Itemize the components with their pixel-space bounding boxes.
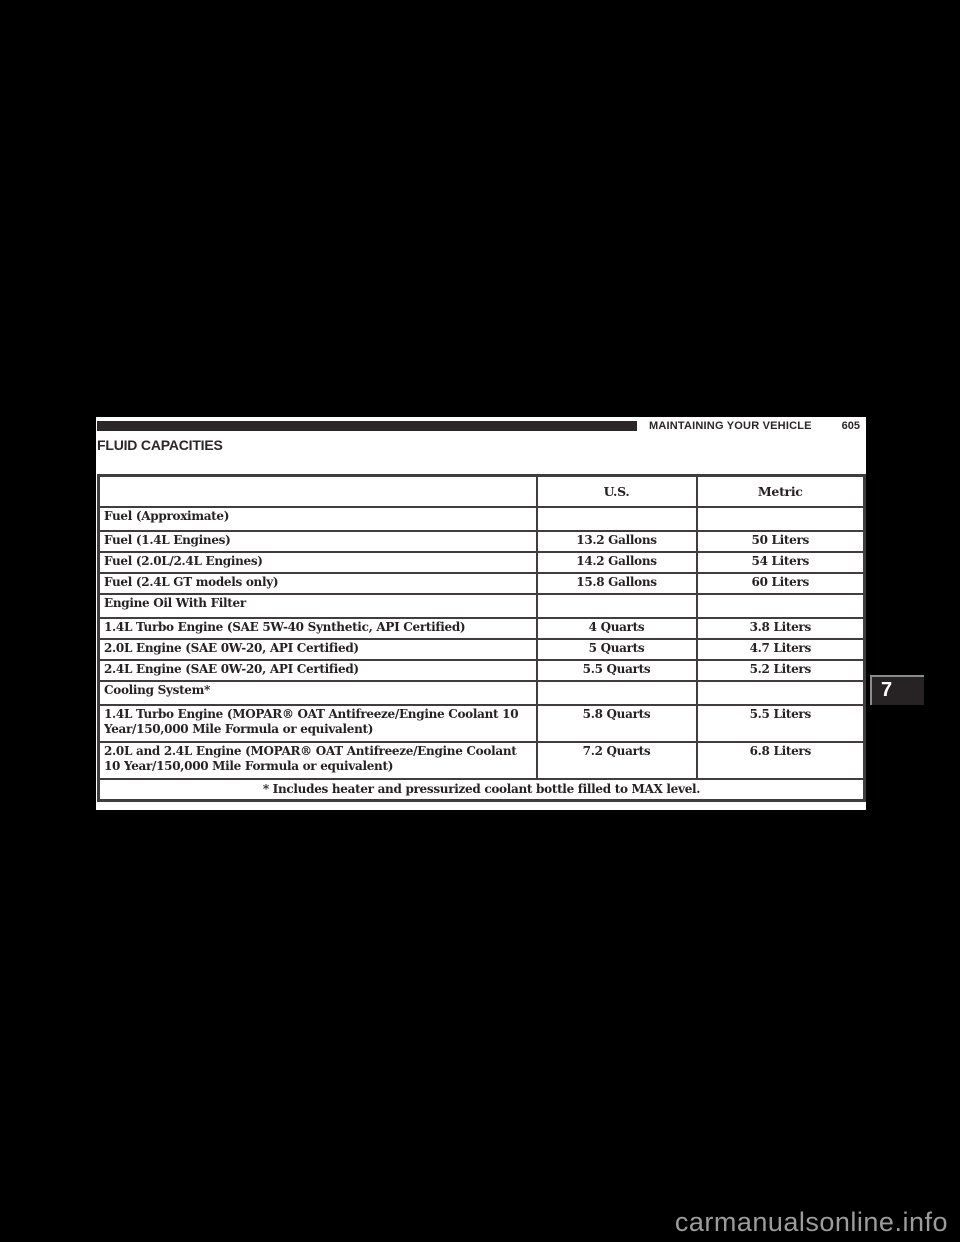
table-row: Fuel (2.0L/2.4L Engines) 14.2 Gallons 54… bbox=[97, 551, 866, 574]
manual-page: MAINTAINING YOUR VEHICLE 605 FLUID CAPAC… bbox=[96, 417, 866, 810]
row-us-value: 15.8 Gallons bbox=[535, 572, 698, 595]
row-label: 2.4L Engine (SAE 0W-20, API Certified) bbox=[97, 659, 538, 682]
row-metric-value bbox=[695, 680, 866, 706]
row-us-value: 14.2 Gallons bbox=[535, 551, 698, 574]
row-label: Cooling System* bbox=[97, 680, 538, 706]
chapter-header: MAINTAINING YOUR VEHICLE 605 bbox=[97, 419, 862, 433]
watermark: carmanualsonline.info bbox=[674, 1207, 948, 1237]
table-header-us: U.S. bbox=[535, 474, 698, 508]
page-number: 605 bbox=[841, 420, 860, 432]
row-label: 2.0L and 2.4L Engine (MOPAR® OAT Antifre… bbox=[97, 741, 538, 780]
chapter-header-rule bbox=[97, 421, 637, 431]
table-footnote: * Includes heater and pressurized coolan… bbox=[97, 778, 866, 802]
table-row: 1.4L Turbo Engine (MOPAR® OAT Antifreeze… bbox=[97, 704, 866, 743]
row-metric-value: 4.7 Liters bbox=[695, 638, 866, 661]
row-metric-value: 6.8 Liters bbox=[695, 741, 866, 780]
table-row: Fuel (1.4L Engines) 13.2 Gallons 50 Lite… bbox=[97, 530, 866, 553]
row-label: Fuel (2.0L/2.4L Engines) bbox=[97, 551, 538, 574]
table-row: Fuel (Approximate) bbox=[97, 506, 866, 532]
row-us-value: 7.2 Quarts bbox=[535, 741, 698, 780]
row-metric-value: 60 Liters bbox=[695, 572, 866, 595]
table-row: 1.4L Turbo Engine (SAE 5W-40 Synthetic, … bbox=[97, 617, 866, 640]
row-us-value bbox=[535, 506, 698, 532]
row-label: Engine Oil With Filter bbox=[97, 593, 538, 619]
row-us-value: 5.5 Quarts bbox=[535, 659, 698, 682]
row-us-value: 5.8 Quarts bbox=[535, 704, 698, 743]
row-metric-value: 5.2 Liters bbox=[695, 659, 866, 682]
table-header-description bbox=[97, 474, 538, 508]
table-header-row: U.S. Metric bbox=[97, 474, 866, 508]
row-us-value: 4 Quarts bbox=[535, 617, 698, 640]
row-label: Fuel (Approximate) bbox=[97, 506, 538, 532]
row-us-value bbox=[535, 680, 698, 706]
row-us-value: 13.2 Gallons bbox=[535, 530, 698, 553]
row-label: Fuel (2.4L GT models only) bbox=[97, 572, 538, 595]
row-label: 2.0L Engine (SAE 0W-20, API Certified) bbox=[97, 638, 538, 661]
row-metric-value bbox=[695, 593, 866, 619]
row-metric-value: 54 Liters bbox=[695, 551, 866, 574]
row-label: 1.4L Turbo Engine (MOPAR® OAT Antifreeze… bbox=[97, 704, 538, 743]
fluid-capacities-table: U.S. Metric Fuel (Approximate) Fuel (1.4… bbox=[97, 474, 866, 802]
table-row: Cooling System* bbox=[97, 680, 866, 706]
table-row: 2.0L Engine (SAE 0W-20, API Certified) 5… bbox=[97, 638, 866, 661]
row-label: Fuel (1.4L Engines) bbox=[97, 530, 538, 553]
table-header-metric: Metric bbox=[695, 474, 866, 508]
row-us-value: 5 Quarts bbox=[535, 638, 698, 661]
table-footnote-row: * Includes heater and pressurized coolan… bbox=[97, 778, 866, 802]
table-row: 2.4L Engine (SAE 0W-20, API Certified) 5… bbox=[97, 659, 866, 682]
table-row: Engine Oil With Filter bbox=[97, 593, 866, 619]
row-metric-value: 5.5 Liters bbox=[695, 704, 866, 743]
chapter-title: MAINTAINING YOUR VEHICLE bbox=[649, 420, 812, 432]
chapter-tab: 7 bbox=[870, 675, 924, 705]
row-metric-value bbox=[695, 506, 866, 532]
table-row: 2.0L and 2.4L Engine (MOPAR® OAT Antifre… bbox=[97, 741, 866, 780]
row-metric-value: 3.8 Liters bbox=[695, 617, 866, 640]
row-metric-value: 50 Liters bbox=[695, 530, 866, 553]
table-row: Fuel (2.4L GT models only) 15.8 Gallons … bbox=[97, 572, 866, 595]
section-title: FLUID CAPACITIES bbox=[97, 437, 223, 453]
row-us-value bbox=[535, 593, 698, 619]
row-label: 1.4L Turbo Engine (SAE 5W-40 Synthetic, … bbox=[97, 617, 538, 640]
